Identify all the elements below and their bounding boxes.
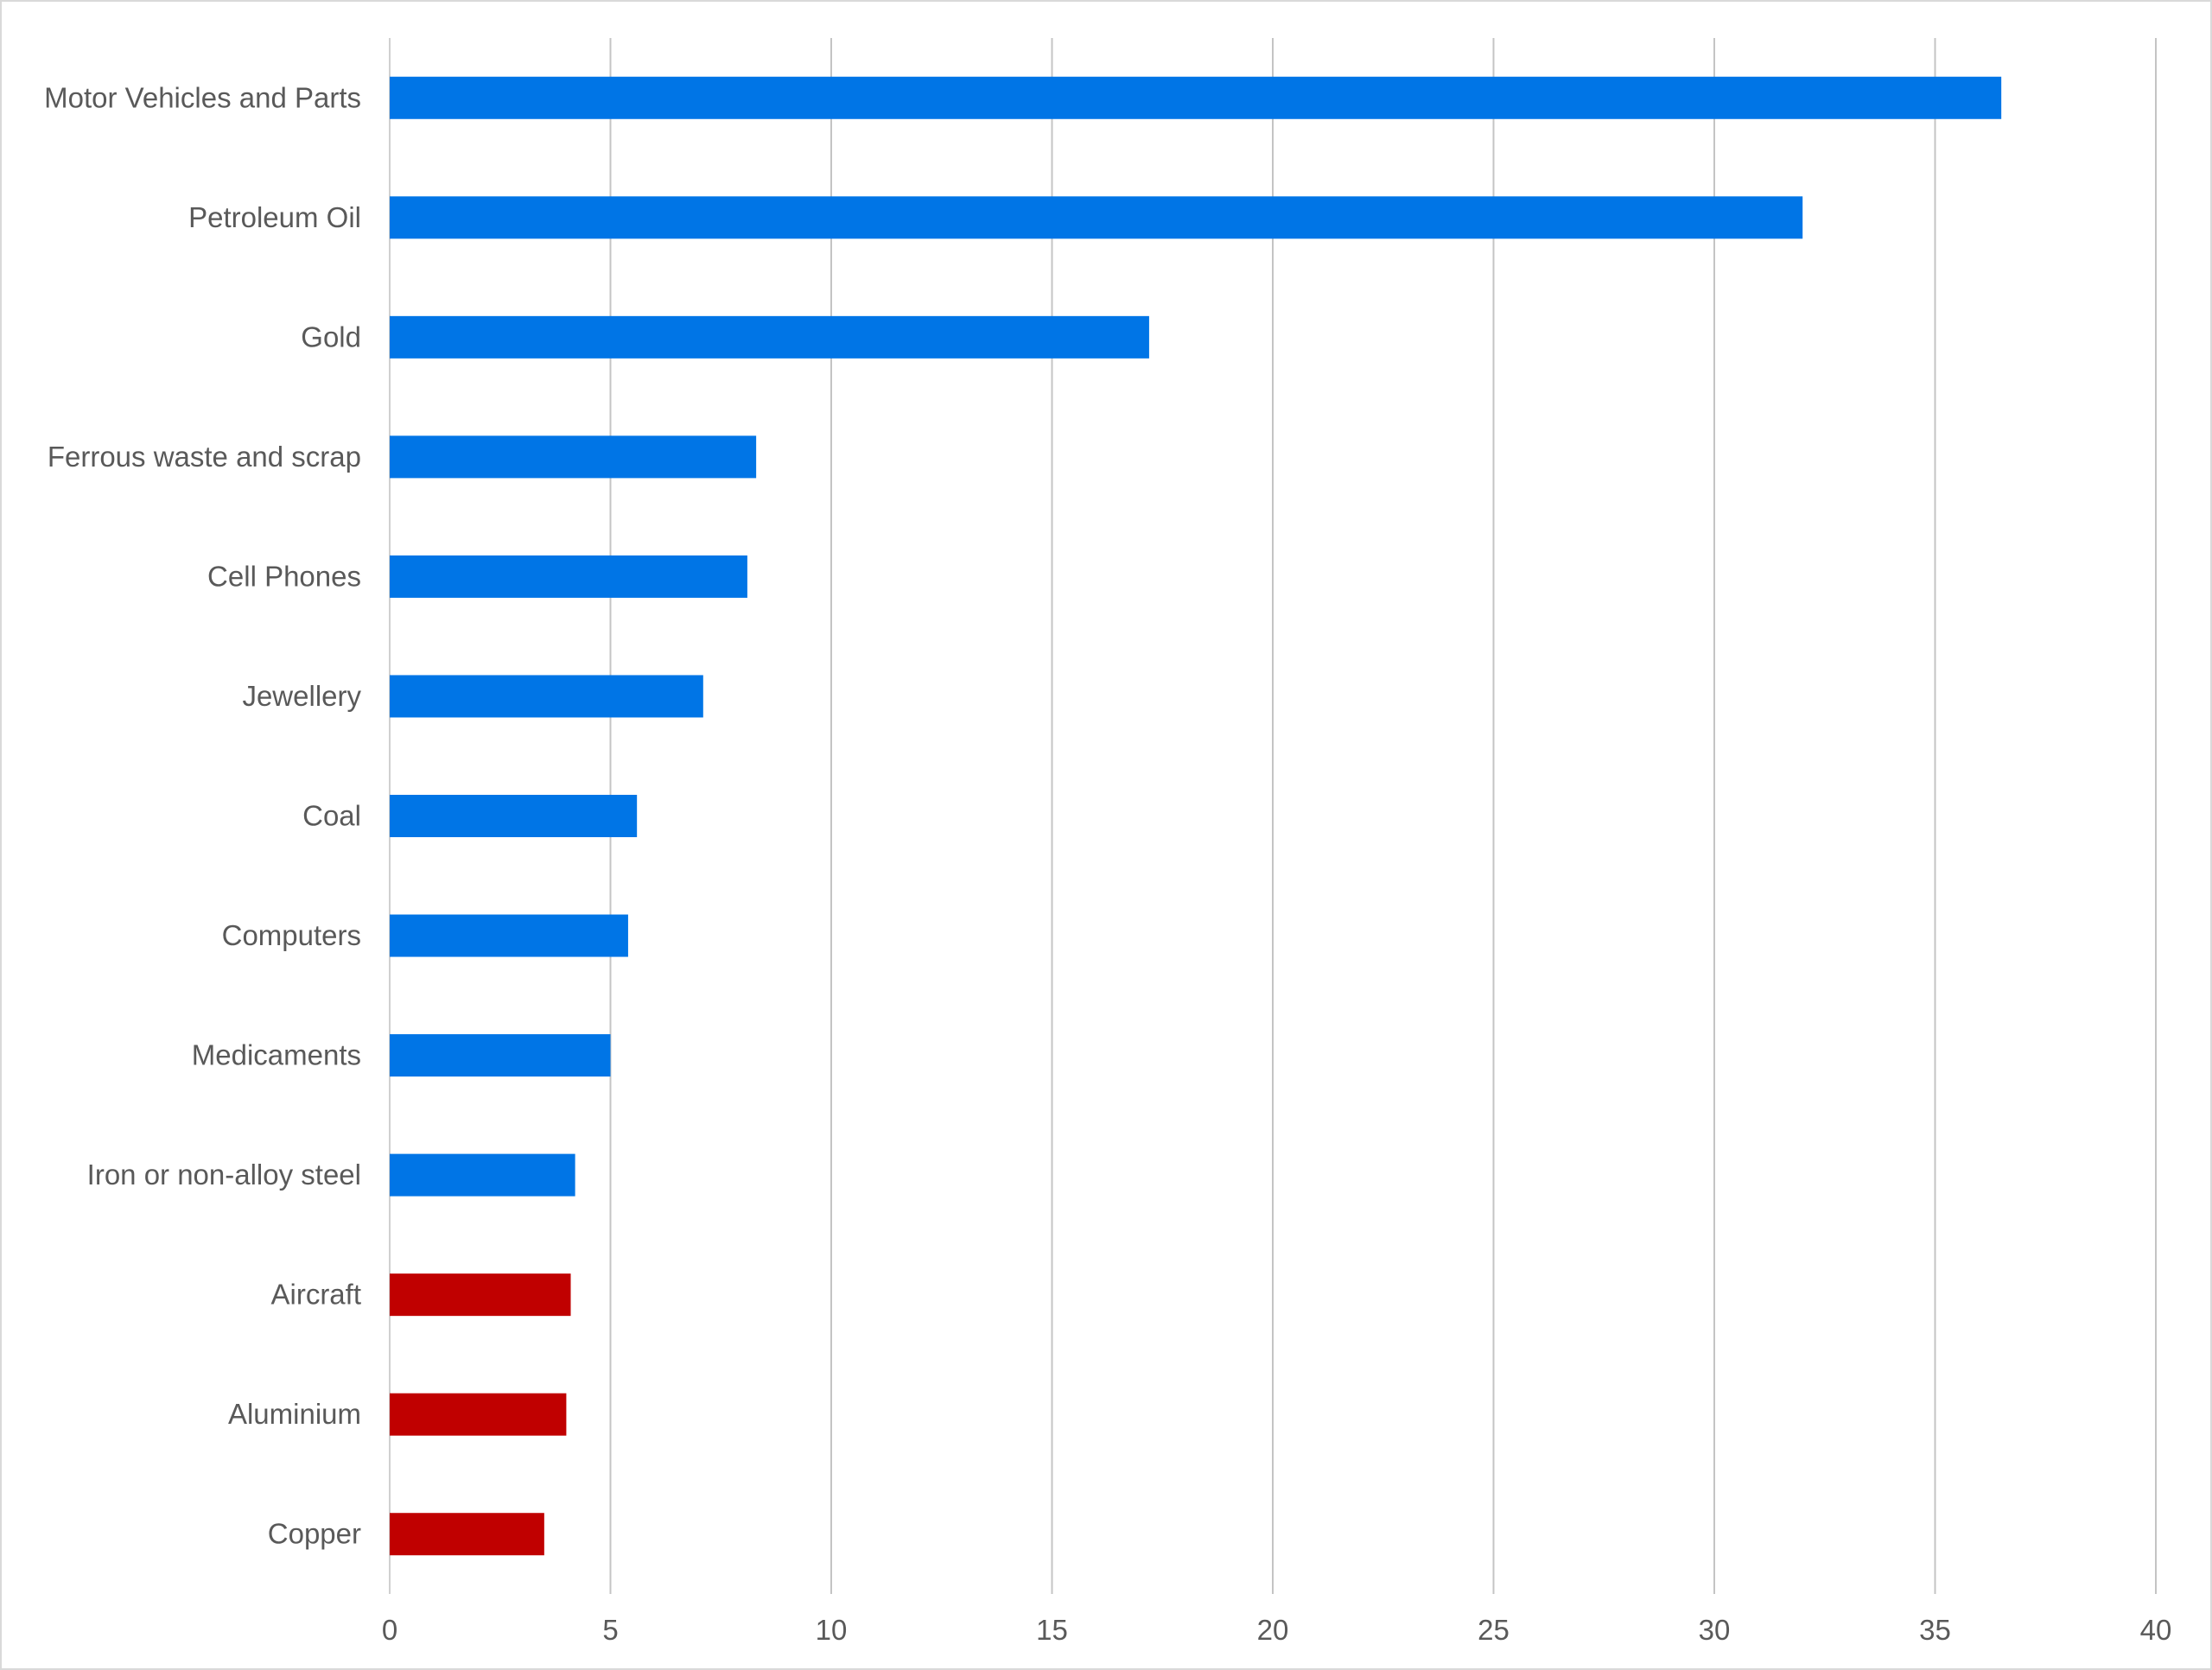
- category-label: Motor Vehicles and Parts: [44, 81, 361, 113]
- category-label: Coal: [302, 800, 361, 832]
- x-tick-label: 25: [1478, 1614, 1510, 1646]
- category-label: Cell Phones: [207, 560, 361, 592]
- category-label: Aluminium: [228, 1398, 361, 1430]
- category-label: Gold: [301, 321, 361, 352]
- x-tick-label: 15: [1036, 1614, 1068, 1646]
- bar: [390, 196, 1803, 239]
- category-label: Computers: [222, 919, 361, 951]
- bar: [390, 435, 757, 479]
- bar: [390, 1034, 611, 1077]
- x-tick-label: 35: [1919, 1614, 1951, 1646]
- bar: [390, 1153, 575, 1197]
- x-tick-label: 5: [602, 1614, 618, 1646]
- category-label: Medicaments: [192, 1039, 361, 1071]
- bar: [390, 555, 747, 598]
- bar: [390, 315, 1149, 359]
- x-tick-label: 40: [2140, 1614, 2172, 1646]
- category-label: Copper: [268, 1518, 361, 1550]
- bar: [390, 795, 638, 837]
- x-tick-label: 20: [1257, 1614, 1289, 1646]
- bar: [390, 76, 2002, 119]
- bar: [390, 1273, 571, 1317]
- category-label: Ferrous waste and scrap: [48, 441, 361, 473]
- category-label: Jewellery: [242, 680, 361, 712]
- bar: [390, 914, 628, 957]
- bar: [390, 1513, 544, 1556]
- category-label: Petroleum Oil: [188, 201, 361, 233]
- category-label: Iron or non-alloy steel: [87, 1159, 361, 1191]
- x-tick-label: 30: [1699, 1614, 1731, 1646]
- x-tick-label: 10: [816, 1614, 848, 1646]
- x-tick-label: 0: [382, 1614, 397, 1646]
- bar: [390, 1393, 567, 1436]
- bar: [390, 675, 703, 718]
- category-label: Aircraft: [270, 1279, 361, 1311]
